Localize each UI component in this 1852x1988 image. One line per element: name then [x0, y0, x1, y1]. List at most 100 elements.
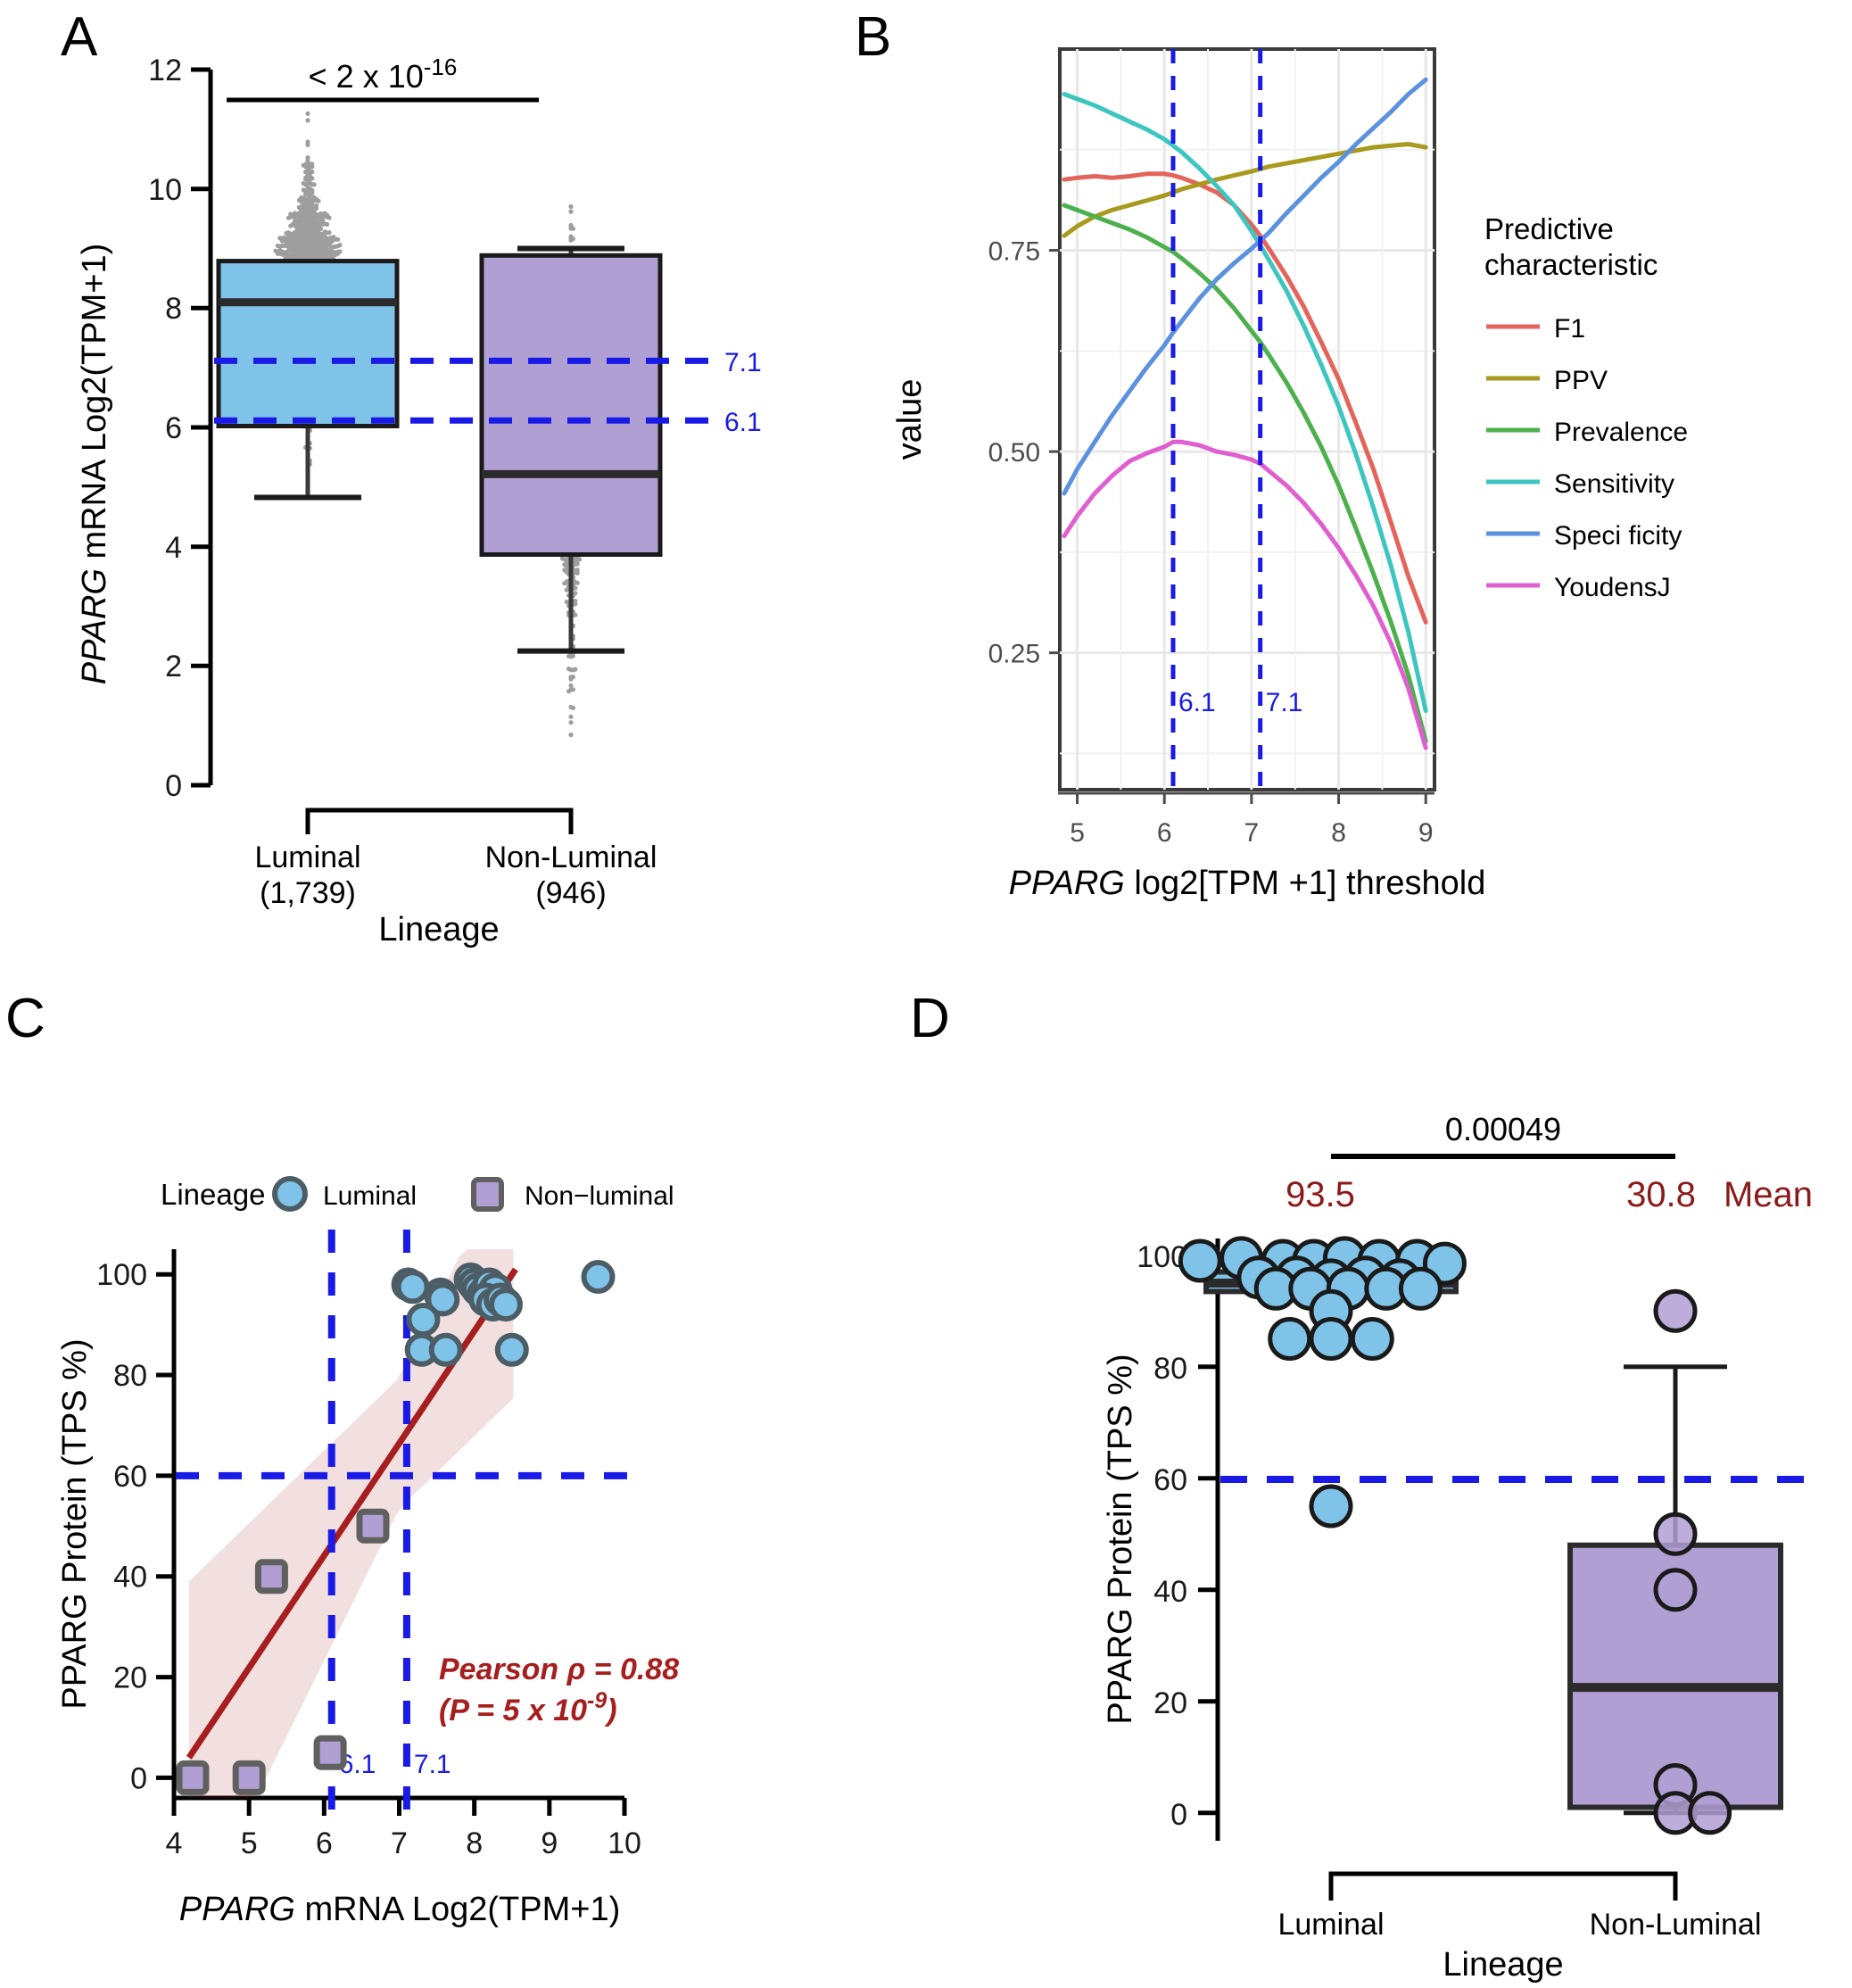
- panel-b-xtick-6: 6: [1157, 818, 1172, 848]
- threshold-label-7.1: 7.1: [1266, 688, 1303, 717]
- data-point: [311, 210, 317, 215]
- data-point: [562, 567, 567, 573]
- panel-c-label: C: [5, 988, 45, 1049]
- data-point: [318, 227, 323, 232]
- panel-d: D 0.00049 93.5 30.8 Mean 0 20 40 60 80 100 Lu…: [910, 982, 1852, 1988]
- panel-c-xtick-5: 5: [241, 1826, 258, 1860]
- panel-b-legend: Predictive characteristic F1 PPV Prevalenc…: [1484, 212, 1688, 602]
- panel-a: A 12 10 8 6 4 2 0 PPARG mRNA Log2(TPM+1): [0, 0, 856, 948]
- panel-d-mean-nonluminal: 30.8: [1626, 1175, 1696, 1214]
- panel-c-ylabel: PPARG Protein (TPS %): [56, 1338, 94, 1709]
- panel-c-xtick-10: 10: [608, 1826, 641, 1860]
- data-point: [577, 557, 583, 562]
- data-point-luminal: [1309, 1484, 1353, 1528]
- data-point: [573, 667, 578, 672]
- data-point: [566, 653, 572, 659]
- data-point: [293, 218, 298, 224]
- data-point-nonluminal: [254, 1559, 288, 1595]
- data-point: [573, 612, 578, 617]
- data-point: [303, 170, 309, 175]
- legend-marker-nonluminal: [471, 1177, 504, 1212]
- data-point-luminal: [1268, 1317, 1312, 1361]
- data-point: [296, 197, 302, 203]
- series-line-sensitivity: [1062, 92, 1428, 714]
- panel-c-xlabel: PPARG mRNA Log2(TPM+1): [179, 1891, 621, 1928]
- panel-a-plot: 12 10 8 6 4 2 0 PPARG mRNA Log2(TPM+1) <…: [76, 54, 762, 948]
- panel-c-ytick-0: 0: [130, 1761, 147, 1795]
- panel-d-label: D: [910, 988, 950, 1049]
- panel-b-ticks: 0.25 0.50 0.75 5 6 7 8 9: [988, 237, 1434, 848]
- panel-d-group-bracket: [1328, 1871, 1678, 1901]
- data-point: [570, 705, 576, 710]
- panel-c-ytick-100: 100: [96, 1258, 147, 1292]
- data-point: [303, 175, 309, 180]
- legend-label-sensitivity: Sensitivity: [1554, 469, 1674, 499]
- data-point-luminal: [1350, 1317, 1394, 1361]
- data-point-nonluminal: [313, 1735, 347, 1770]
- legend-label-ppv: PPV: [1554, 366, 1608, 395]
- data-point-luminal: [494, 1332, 529, 1367]
- legend-label-specificity: Speci ficity: [1554, 521, 1682, 551]
- panel-a-ytick-0: 0: [165, 769, 182, 803]
- data-point: [568, 714, 574, 719]
- data-point: [314, 206, 319, 211]
- panel-a-yticks: 12 10 8 6 4 2 0: [148, 54, 211, 803]
- data-point: [327, 230, 332, 236]
- panel-c-annotation-line2: (P = 5 x 10-9): [439, 1688, 617, 1727]
- panel-d-group-nonluminal: Non-Luminal: [1590, 1908, 1762, 1942]
- legend-label-f1: F1: [1554, 314, 1585, 344]
- panel-b-ytick-0.75: 0.75: [988, 237, 1040, 267]
- data-point: [568, 209, 574, 214]
- series-line-ppv: [1062, 142, 1428, 238]
- data-point-luminal: [395, 1270, 430, 1305]
- data-point: [288, 211, 294, 217]
- panel-a-threshold-71-label: 7.1: [724, 348, 762, 377]
- data-point: [559, 556, 566, 561]
- panel-b-xtick-9: 9: [1418, 818, 1434, 848]
- panel-b-legend-title-line2: characteristic: [1484, 248, 1658, 281]
- data-point: [566, 689, 572, 694]
- panel-b-ytick-0.50: 0.50: [988, 438, 1040, 468]
- series-line-youdensj: [1062, 439, 1428, 750]
- panel-b-xlabel-gene: PPARG: [1009, 865, 1125, 902]
- data-point: [564, 599, 569, 605]
- panel-c: C Lineage Luminal Non−luminal 0 20 40 60 80 1…: [0, 982, 910, 1988]
- data-point: [305, 118, 310, 123]
- data-point: [290, 232, 295, 237]
- data-point: [570, 653, 576, 659]
- data-point-luminal: [1309, 1317, 1353, 1361]
- data-point: [335, 236, 341, 242]
- legend-label-youdensj: YoudensJ: [1554, 573, 1671, 602]
- data-point: [288, 223, 294, 228]
- data-point: [320, 234, 326, 239]
- data-point: [310, 187, 315, 193]
- panel-d-group-luminal: Luminal: [1277, 1908, 1384, 1942]
- panel-c-annotation-line1: Pearson ρ = 0.88: [439, 1653, 679, 1686]
- data-point: [284, 230, 289, 236]
- data-point-nonluminal: [232, 1760, 266, 1795]
- panel-a-group-bracket: [305, 808, 574, 834]
- panel-c-xlabel-gene: PPARG: [179, 1891, 295, 1928]
- data-point-non-luminal: [1653, 1288, 1698, 1333]
- data-point-luminal: [1178, 1238, 1222, 1283]
- data-point: [314, 216, 319, 222]
- data-point-non-luminal: [1653, 1568, 1698, 1612]
- data-point: [273, 248, 278, 253]
- panel-a-xlabel: Lineage: [378, 911, 499, 948]
- panel-a-threshold-61-label: 6.1: [724, 408, 762, 437]
- panel-a-ytick-2: 2: [165, 650, 182, 683]
- panel-b-xlabel-rest: log2[TPM +1] threshold: [1125, 865, 1486, 902]
- panel-c-xtick-7: 7: [391, 1826, 408, 1860]
- series-line-prevalence: [1062, 203, 1428, 744]
- panel-b-xlabel: PPARG log2[TPM +1] threshold: [1009, 865, 1486, 902]
- panel-d-ytick-80: 80: [1153, 1352, 1187, 1386]
- panel-c-legend-title: Lineage: [161, 1178, 265, 1211]
- data-point: [303, 192, 309, 197]
- data-point: [570, 226, 576, 231]
- panel-a-label: A: [61, 6, 98, 68]
- data-point: [279, 238, 285, 244]
- panel-b-label: B: [855, 6, 892, 68]
- panel-a-ytick-6: 6: [165, 411, 182, 445]
- data-point: [284, 240, 289, 245]
- series-line-specificity: [1062, 77, 1428, 496]
